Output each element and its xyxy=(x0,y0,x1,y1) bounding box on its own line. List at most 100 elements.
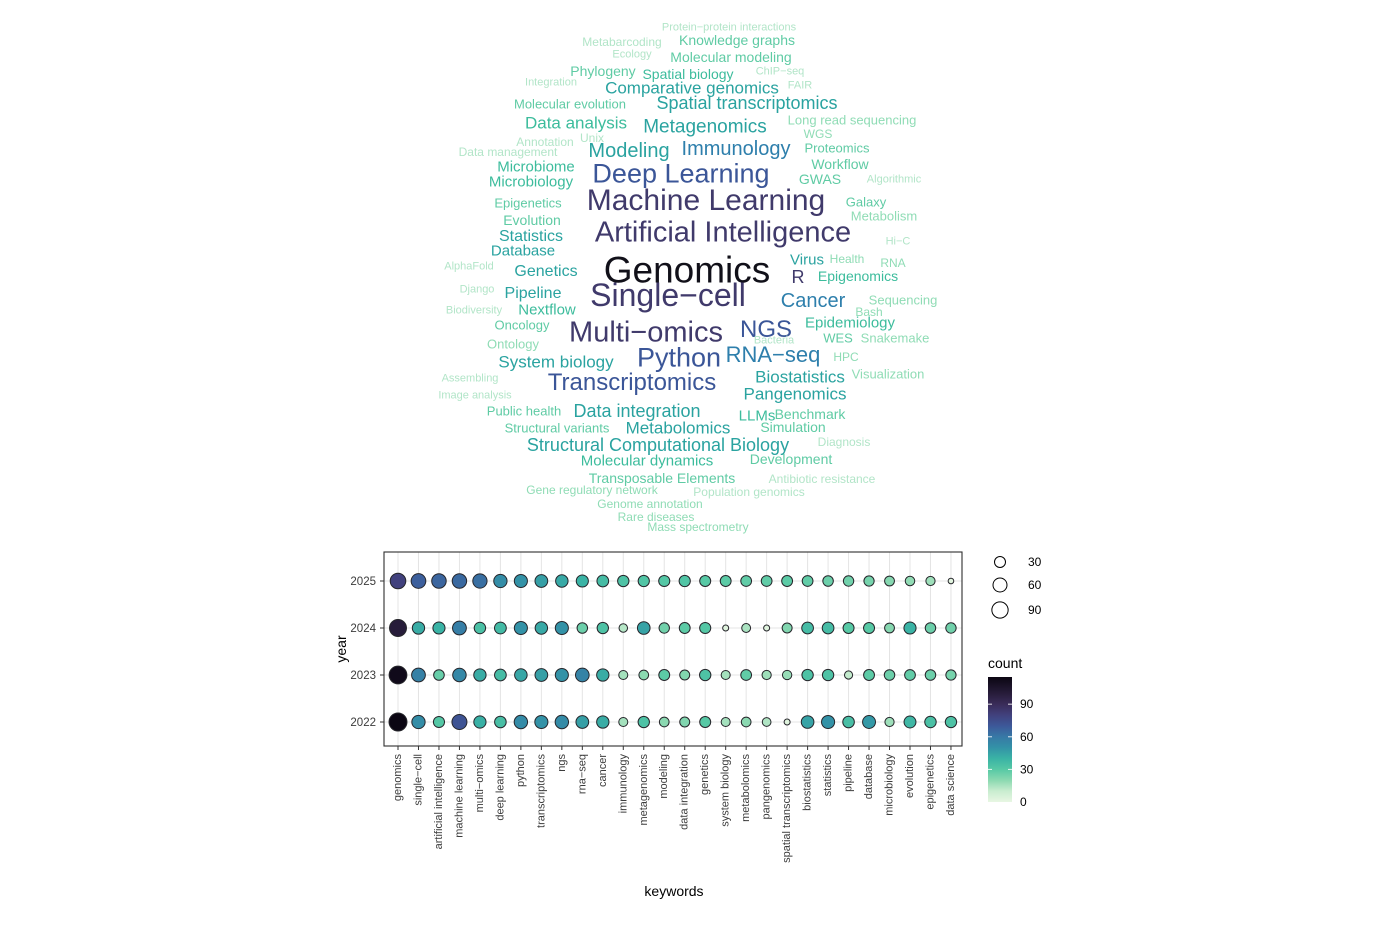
bubble xyxy=(822,575,834,587)
bubble xyxy=(617,574,630,588)
wordcloud-word: Long read sequencing xyxy=(787,112,917,128)
bubble xyxy=(800,715,815,729)
axis-ticks: genomics single−cell artificial intelligen… xyxy=(350,576,957,863)
bubble xyxy=(411,621,426,635)
wordcloud-word: Genetics xyxy=(514,263,578,280)
wordcloud-word: Health xyxy=(829,252,865,266)
wordcloud-word: Benchmark xyxy=(774,406,846,422)
size-legend-label: 60 xyxy=(1028,578,1042,592)
bubble xyxy=(433,669,445,681)
bubble xyxy=(451,714,468,730)
wordcloud-word: Genomics xyxy=(603,249,771,291)
x-tick-label: database xyxy=(863,754,875,799)
bubble xyxy=(494,621,507,635)
wordcloud-word: Sequencing xyxy=(868,292,938,308)
color-legend: 90 60 30 0 xyxy=(988,677,1034,809)
wordcloud-word: Database xyxy=(490,242,556,260)
bubble xyxy=(389,572,407,590)
bubble xyxy=(781,575,794,587)
bubble xyxy=(801,621,814,635)
size-legend-label: 90 xyxy=(1028,603,1042,617)
bubble xyxy=(472,573,488,589)
bubble xyxy=(741,623,752,633)
bubble xyxy=(555,574,569,588)
bubble xyxy=(389,619,407,637)
wordcloud-word: Epigenomics xyxy=(817,268,899,284)
bubble xyxy=(801,575,814,587)
bubble xyxy=(699,621,712,635)
bubble xyxy=(843,670,854,680)
bubble xyxy=(432,715,446,729)
bubble xyxy=(863,669,875,681)
wordcloud-word: Nextflow xyxy=(518,301,576,319)
bubble xyxy=(494,668,507,682)
wordcloud-word: Transposable Elements xyxy=(588,470,736,486)
wordcloud-word: Machine Learning xyxy=(586,184,826,217)
bubble xyxy=(596,668,610,682)
color-legend-tick-label: 90 xyxy=(1020,697,1034,711)
bubble xyxy=(925,575,936,587)
x-tick-label: genomics xyxy=(392,754,404,802)
bubble xyxy=(821,714,836,730)
color-legend-tick-label: 60 xyxy=(1020,730,1034,744)
wordcloud-word: Annotation xyxy=(516,135,574,149)
bubble xyxy=(513,620,528,636)
bubble xyxy=(924,622,937,634)
wordcloud-word: Statistics xyxy=(498,228,564,245)
wordcloud-word: Virus xyxy=(790,251,824,269)
gridlines xyxy=(384,552,962,746)
bubble xyxy=(761,669,772,681)
wordcloud-word: Population genomics xyxy=(693,485,805,499)
wordcloud-word: Biodiversity xyxy=(445,304,503,317)
y-axis-title: year xyxy=(333,635,349,663)
bubble xyxy=(884,575,895,587)
bubble xyxy=(554,620,569,636)
wordcloud-word: Modeling xyxy=(588,140,670,162)
bubble xyxy=(514,668,528,682)
size-legend-circle xyxy=(991,601,1009,619)
bubble xyxy=(473,668,487,682)
wordcloud-word: Structural Computational Biology xyxy=(526,435,790,455)
bubble xyxy=(760,575,773,587)
bubble xyxy=(842,715,855,729)
wordcloud-word: Microbiology xyxy=(488,173,574,191)
bubble xyxy=(842,575,855,587)
wordcloud-word: Snakemake xyxy=(860,330,930,346)
bubble xyxy=(493,573,508,589)
wordcloud-word: Galaxy xyxy=(845,194,887,210)
x-tick-label: system biology xyxy=(720,754,732,827)
bubble xyxy=(801,668,814,682)
bubble xyxy=(534,621,549,635)
x-tick-label: pipeline xyxy=(843,754,855,792)
wordcloud-word: Knowledge graphs xyxy=(679,32,795,48)
wordcloud-word: System biology xyxy=(498,352,614,372)
bubble xyxy=(783,718,791,726)
wordcloud-word: Deep Learning xyxy=(592,158,770,189)
wordcloud-word: Comparative genomics xyxy=(605,78,779,98)
bubble xyxy=(618,623,629,633)
bubble xyxy=(618,716,629,728)
bubble xyxy=(862,715,876,729)
bubble xyxy=(554,714,570,730)
x-tick-label: epigenetics xyxy=(924,754,936,810)
wordcloud-word: Gene regulatory network xyxy=(526,483,658,497)
wordcloud-word: Pipeline xyxy=(504,285,562,302)
bubble xyxy=(411,714,426,730)
wordcloud-word: RNA−seq xyxy=(725,342,821,367)
wordcloud-word: Antibiotic resistance xyxy=(768,472,876,486)
bubble xyxy=(658,669,671,681)
wordcloud-word: Workflow xyxy=(811,156,869,172)
wordcloud-word: Epidemiology xyxy=(804,314,896,332)
bubble xyxy=(924,715,937,729)
bubble xyxy=(821,621,835,635)
bubble xyxy=(720,669,731,681)
bubble xyxy=(903,621,917,635)
bubble xyxy=(575,715,590,729)
wordcloud-word: Public health xyxy=(486,403,562,419)
wordcloud-word: Image analysis xyxy=(438,389,512,402)
bubble xyxy=(574,667,590,683)
bubble xyxy=(596,621,609,635)
word-cloud: Protein−protein interactions Knowledge gr… xyxy=(438,22,938,533)
